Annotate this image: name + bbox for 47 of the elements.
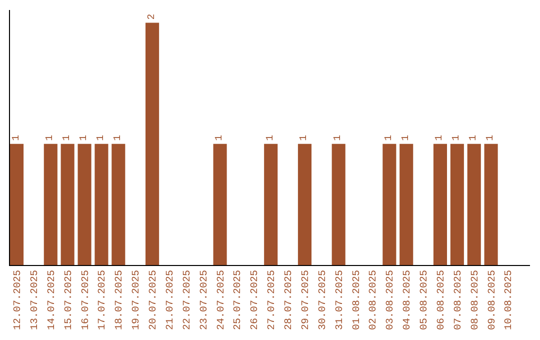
x-tick-label: 16.07.2025: [80, 270, 92, 330]
x-tick-label: 10.08.2025: [504, 270, 516, 330]
data-label: 1: [299, 134, 310, 141]
data-label: 1: [11, 134, 22, 141]
data-label: 2: [146, 14, 158, 20]
x-tick-label: 03.08.2025: [386, 270, 397, 330]
x-tick-label: 23.07.2025: [199, 270, 210, 330]
data-label: 1: [384, 134, 395, 141]
x-tick-label: 20.07.2025: [148, 270, 160, 330]
data-label: 1: [79, 134, 90, 141]
x-tick-label: 30.07.2025: [318, 270, 329, 330]
data-label: 1: [214, 134, 226, 141]
data-label: 1: [112, 134, 124, 141]
x-tick-label: 01.08.2025: [352, 270, 363, 330]
x-tick-label: 18.07.2025: [114, 270, 126, 330]
x-tick-label: 07.08.2025: [453, 270, 464, 330]
x-tick-label: 12.07.2025: [13, 270, 24, 330]
x-tick-label: 09.08.2025: [487, 270, 498, 330]
x-tick-label: 13.07.2025: [30, 270, 41, 330]
data-label: 1: [434, 134, 446, 141]
data-label: 1: [400, 134, 412, 141]
x-tick-label: 08.08.2025: [470, 270, 482, 330]
data-label: 1: [333, 134, 344, 141]
x-tick-label: 17.07.2025: [98, 270, 109, 330]
x-tick-label: 02.08.2025: [368, 270, 380, 330]
x-tick-label: 05.08.2025: [420, 270, 431, 330]
x-tick-label: 24.07.2025: [216, 270, 228, 330]
data-label: 1: [265, 134, 276, 141]
data-label: 1: [62, 134, 74, 141]
x-tick-label: 19.07.2025: [132, 270, 143, 330]
x-tick-label: 28.07.2025: [284, 270, 296, 330]
x-tick-label: 29.07.2025: [300, 270, 312, 330]
x-tick-label: 15.07.2025: [64, 270, 75, 330]
data-label: 1: [96, 134, 107, 141]
x-tick-label: 21.07.2025: [165, 270, 176, 330]
data-label: 1: [45, 134, 56, 141]
x-tick-label: 22.07.2025: [182, 270, 194, 330]
x-tick-label: 26.07.2025: [250, 270, 262, 330]
data-label: 1: [486, 134, 497, 141]
data-label: 1: [468, 134, 480, 141]
x-tick-label: 06.08.2025: [436, 270, 448, 330]
x-tick-label: 31.07.2025: [334, 270, 346, 330]
data-label: 1: [452, 134, 463, 141]
x-tick-label: 04.08.2025: [402, 270, 414, 330]
x-tick-label: 14.07.2025: [46, 270, 58, 330]
x-tick-label: 25.07.2025: [233, 270, 244, 330]
x-tick-label: 27.07.2025: [267, 270, 278, 330]
